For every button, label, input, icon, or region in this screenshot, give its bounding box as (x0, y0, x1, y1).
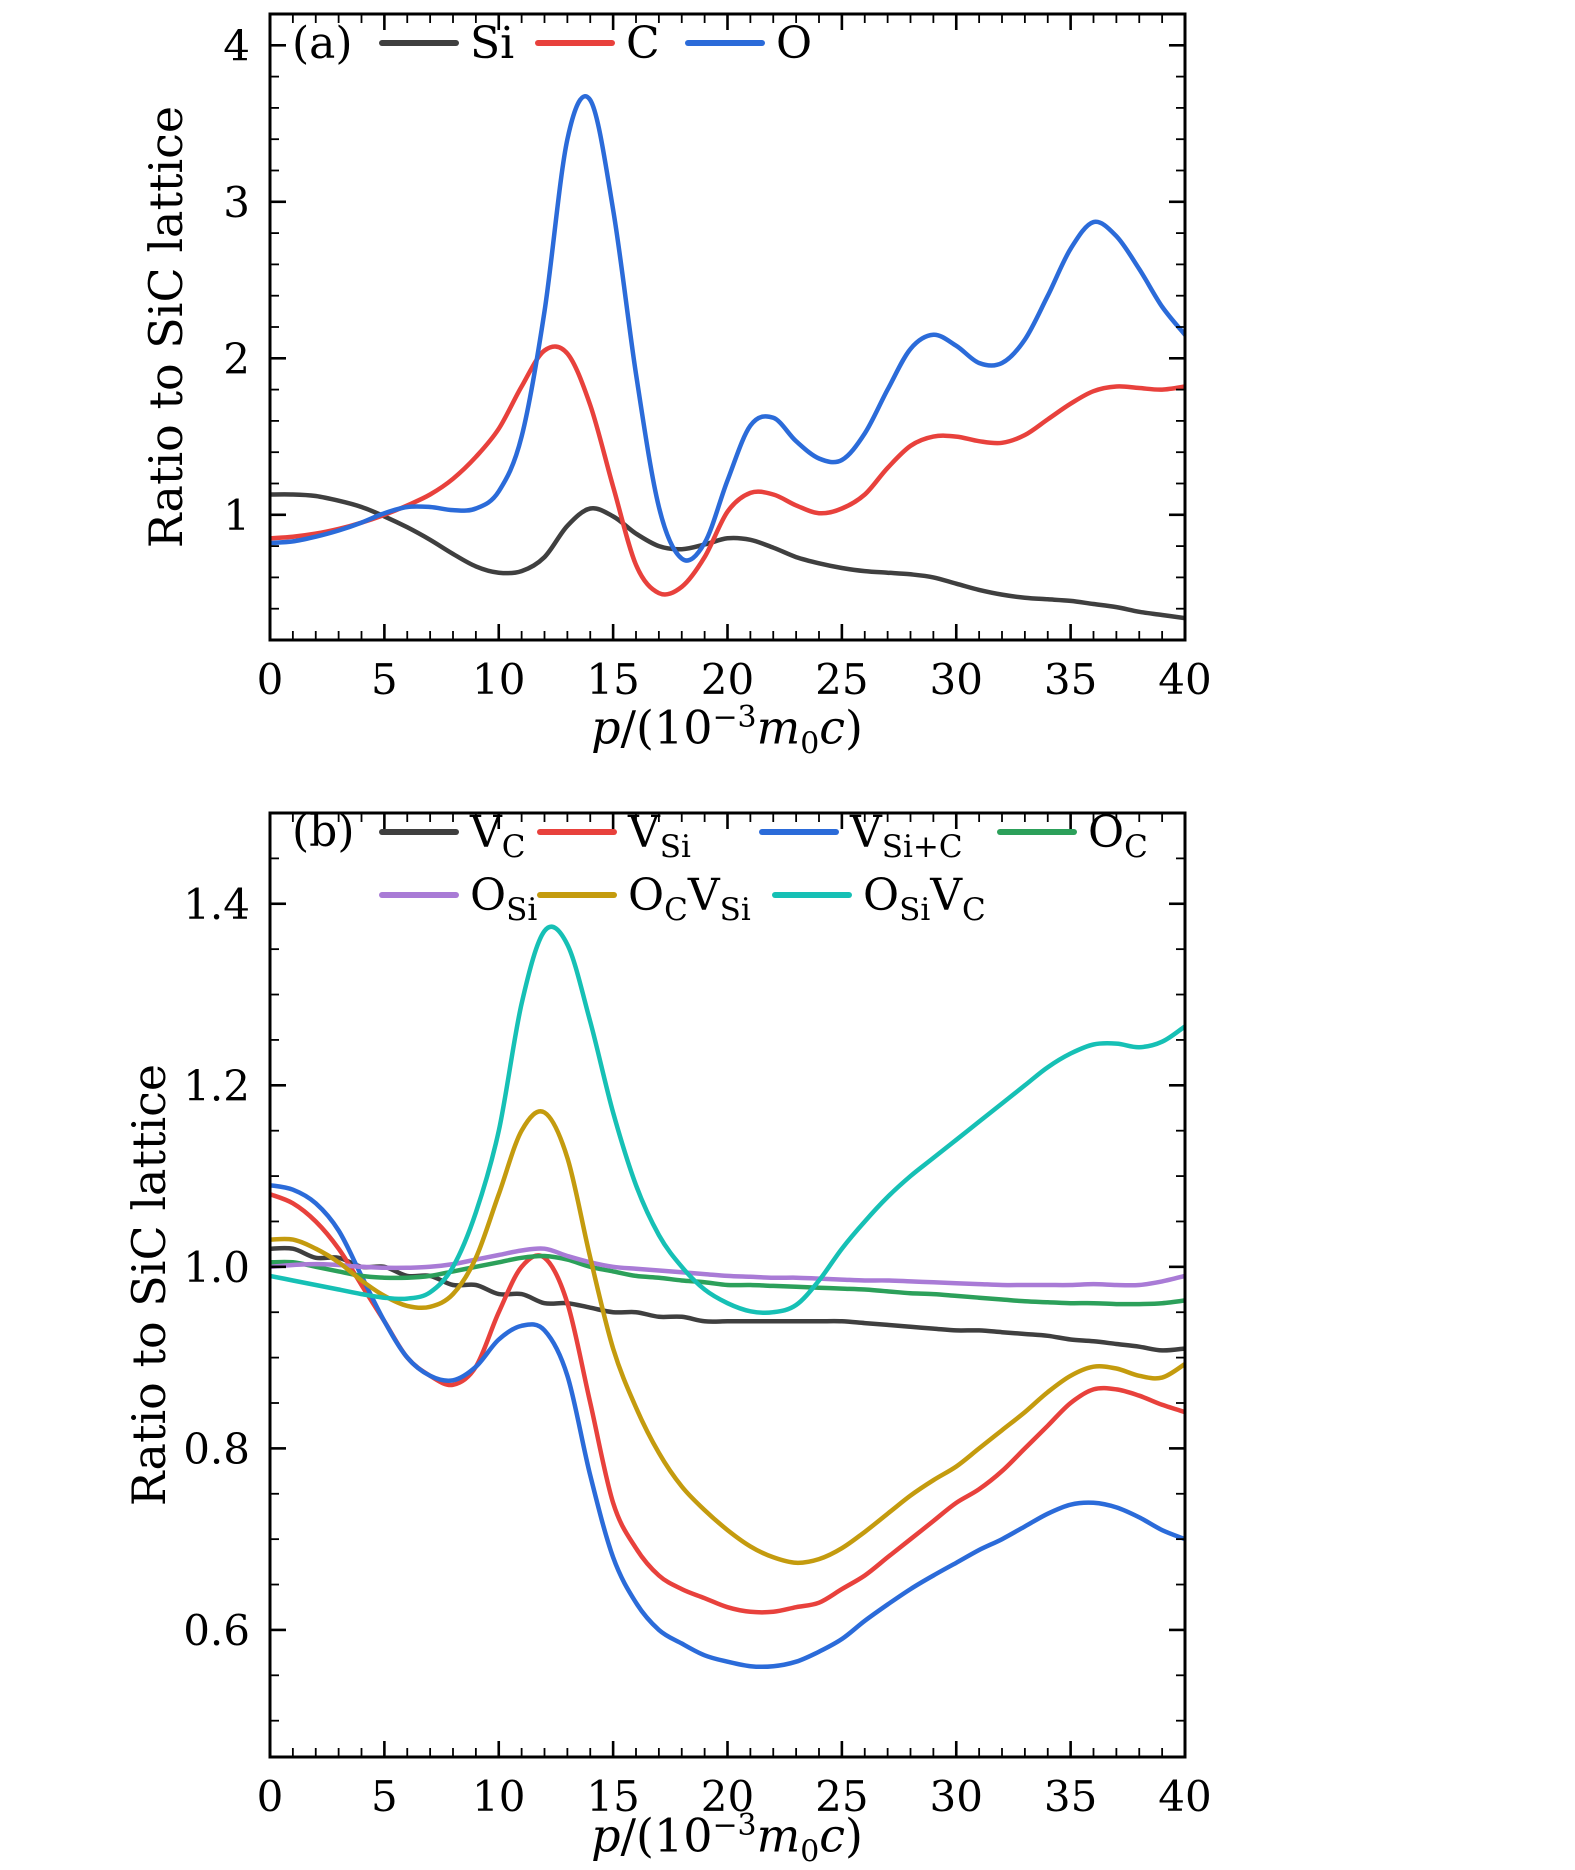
x-axis-title-segment: p (591, 700, 621, 755)
x-axis-title-segment: /(10 (620, 700, 713, 755)
x-tick-label: 30 (930, 1772, 983, 1821)
legend-label-VC: VC (469, 807, 526, 865)
x-axis-title-segment: m (756, 700, 801, 755)
series-line-Si (270, 492, 1185, 621)
x-tick-label: 0 (257, 1772, 284, 1821)
series-line-C (270, 344, 1185, 597)
y-tick-label: 4 (223, 21, 250, 70)
panel-a-chart: 0 5 10 15 20 25 30 35 40 1 2 3 4 Si C O (223, 12, 1212, 704)
x-tick-label: 10 (472, 1772, 525, 1821)
x-tick-label: 20 (701, 1772, 754, 1821)
x-tick-label: 0 (257, 655, 284, 704)
x-axis-title-segment: −3 (712, 700, 757, 735)
x-tick-label: 25 (815, 1772, 868, 1821)
legend-label-VSi: VSi (627, 807, 691, 865)
series-line-OCVSi (270, 1109, 1185, 1566)
y-tick-label: 1.0 (183, 1243, 250, 1292)
y-tick-label: 0.8 (183, 1424, 250, 1473)
x-tick-label: 25 (815, 655, 868, 704)
x-axis-title-segment: 0 (800, 726, 820, 762)
legend-label-OSiVC: OSiVC (863, 870, 986, 928)
panel-b-tag: (b) (292, 806, 355, 857)
x-tick-label: 10 (472, 655, 525, 704)
x-tick-label: 15 (586, 1772, 639, 1821)
legend-label-O: O (776, 18, 812, 69)
x-axis-title-segment: m (756, 1808, 801, 1863)
panel-a-y-axis-title: Ratio to SiC lattice (139, 105, 193, 549)
x-axis-title-segment: c (819, 1808, 845, 1863)
panel-b-y-axis-title: Ratio to SiC lattice (122, 1063, 176, 1507)
y-tick-label: 1 (223, 491, 250, 540)
panel-b-x-axis-title: p/(10−3m0c) (591, 1808, 863, 1870)
x-tick-label: 20 (701, 655, 754, 704)
x-axis-title-segment: p (591, 1808, 621, 1863)
panel-a-tag: (a) (292, 18, 353, 69)
series-line-OSi (270, 1246, 1185, 1288)
panel-b-chart: 0 5 10 15 20 25 30 35 40 0.6 0.8 1.0 1.2 1.4 VC VSi VSi+… (183, 807, 1212, 1821)
x-tick-label: 35 (1044, 1772, 1097, 1821)
legend-label-OC: OC (1088, 807, 1148, 865)
x-tick-label: 5 (371, 655, 398, 704)
y-tick-label: 3 (223, 178, 250, 227)
legend-label-VSiC: VSi+C (849, 807, 963, 865)
y-tick-label: 2 (223, 334, 250, 383)
series-line-VSiC (270, 1182, 1185, 1670)
x-tick-label: 15 (586, 655, 639, 704)
legend-label-C: C (626, 18, 660, 69)
x-axis-title-segment: −3 (712, 1808, 757, 1843)
series-line-OC (270, 1253, 1185, 1307)
legend-label-Si: Si (470, 18, 514, 69)
plot-frame (268, 12, 1187, 642)
series-line-VSi (270, 1191, 1185, 1615)
series-line-O (270, 93, 1185, 563)
x-tick-label: 35 (1044, 655, 1097, 704)
x-tick-label: 5 (371, 1772, 398, 1821)
x-tick-label: 40 (1158, 1772, 1211, 1821)
x-axis-title-segment: 0 (800, 1834, 820, 1870)
x-axis-title-segment: ) (844, 700, 863, 755)
series-line-OSiVC (270, 924, 1185, 1316)
y-tick-label: 0.6 (183, 1606, 250, 1655)
x-tick-label: 40 (1158, 655, 1211, 704)
panel-a-x-axis-title: p/(10−3m0c) (591, 700, 863, 762)
legend-label-OCVSi: OCVSi (628, 870, 751, 928)
legend-label-OSi: OSi (470, 870, 537, 928)
x-tick-label: 30 (930, 655, 983, 704)
y-tick-label: 1.2 (183, 1061, 250, 1110)
y-tick-label: 1.4 (183, 880, 250, 929)
x-axis-title-segment: c (819, 700, 845, 755)
x-axis-title-segment: ) (844, 1808, 863, 1863)
x-axis-title-segment: /(10 (620, 1808, 713, 1863)
